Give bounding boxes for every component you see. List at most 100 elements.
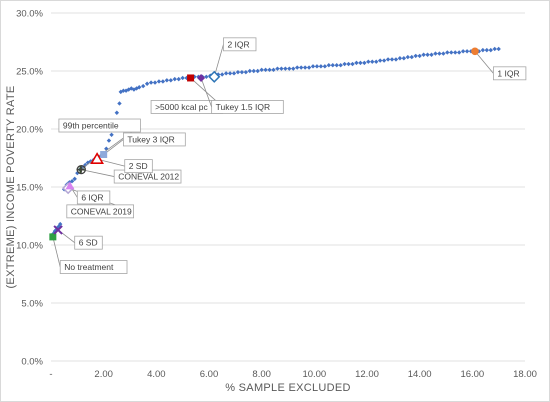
data-point bbox=[176, 76, 181, 82]
y-axis-title: (EXTREME) INCOME POVERTY RATE bbox=[5, 85, 17, 288]
data-point bbox=[346, 61, 351, 67]
y-axis-ticks: 0.0% 5.0% 10.0% 15.0% 20.0% 25.0% 30.0% bbox=[16, 9, 43, 368]
data-point bbox=[401, 56, 407, 61]
x-tick-label: 10.00 bbox=[302, 369, 326, 380]
callout-box bbox=[211, 100, 284, 114]
data-point bbox=[302, 65, 308, 70]
y-tick-label: 5.0% bbox=[21, 299, 43, 310]
marker-coneval-2012-cross bbox=[78, 166, 85, 173]
marker-no-treatment bbox=[49, 233, 57, 241]
data-point bbox=[326, 63, 332, 68]
data-point bbox=[235, 69, 241, 75]
data-point bbox=[377, 58, 383, 63]
x-tick-label: 4.00 bbox=[147, 369, 166, 380]
data-point bbox=[449, 50, 454, 55]
y-tick-label: 0.0% bbox=[21, 357, 43, 368]
data-point bbox=[114, 110, 120, 115]
data-point bbox=[267, 67, 272, 73]
data-point bbox=[144, 81, 150, 86]
data-point bbox=[56, 224, 62, 229]
data-point bbox=[453, 50, 458, 55]
data-point bbox=[121, 88, 126, 93]
data-point bbox=[433, 51, 438, 56]
data-point bbox=[488, 47, 493, 53]
callout-label: CONEVAL 2012 bbox=[118, 172, 179, 182]
x-tick-label: 8.00 bbox=[252, 369, 271, 380]
data-point bbox=[445, 50, 450, 55]
data-point bbox=[421, 52, 426, 57]
data-point bbox=[227, 71, 233, 76]
data-point bbox=[106, 138, 112, 143]
y-tick-label: 15.0% bbox=[16, 183, 43, 194]
data-point bbox=[259, 67, 264, 73]
data-point bbox=[374, 59, 379, 64]
data-point bbox=[496, 46, 501, 52]
data-point bbox=[298, 65, 304, 70]
y-tick-label: 20.0% bbox=[16, 125, 43, 136]
callout-leader bbox=[81, 169, 115, 177]
data-point bbox=[223, 71, 229, 76]
data-point bbox=[385, 57, 391, 62]
x-tick-label: 12.00 bbox=[355, 369, 379, 380]
data-point bbox=[287, 66, 292, 71]
data-point bbox=[456, 50, 462, 55]
data-point bbox=[429, 52, 434, 57]
data-point bbox=[405, 54, 411, 60]
callout-box bbox=[492, 66, 527, 81]
data-point bbox=[156, 79, 162, 84]
data-point bbox=[58, 221, 63, 227]
x-tick-label: 16.00 bbox=[460, 369, 484, 380]
callout-label: 2 IQR bbox=[227, 39, 249, 49]
callout-label: No treatment bbox=[64, 262, 114, 272]
data-point bbox=[409, 54, 414, 60]
data-point bbox=[338, 63, 343, 68]
callout-box bbox=[223, 37, 257, 52]
callout-box bbox=[124, 159, 153, 174]
data-point bbox=[318, 64, 324, 69]
callout-label: CONEVAL 2019 bbox=[71, 206, 132, 216]
data-point bbox=[334, 63, 339, 68]
data-point bbox=[389, 57, 395, 62]
data-point bbox=[417, 53, 422, 59]
callout-box bbox=[58, 118, 141, 133]
data-point bbox=[251, 68, 256, 74]
data-point bbox=[104, 146, 109, 151]
data-point bbox=[370, 59, 375, 64]
data-point bbox=[123, 88, 129, 93]
marker-tukey-1-5-iqr bbox=[197, 73, 206, 82]
data-point bbox=[247, 68, 253, 74]
data-point bbox=[152, 80, 158, 85]
annotations: No treatment 6 SD CONEVAL 2019 6 IQR 99th pe… bbox=[52, 37, 527, 274]
callout-box bbox=[74, 235, 103, 250]
marker-2-sd bbox=[90, 152, 104, 164]
data-point bbox=[322, 64, 328, 69]
data-point bbox=[255, 68, 260, 74]
marker-coneval-2012 bbox=[76, 164, 86, 175]
data-point bbox=[263, 67, 268, 73]
data-point bbox=[160, 79, 166, 84]
data-point bbox=[243, 69, 249, 75]
callout-leader bbox=[474, 51, 494, 74]
data-point bbox=[330, 63, 335, 68]
data-point bbox=[310, 64, 316, 69]
data-point bbox=[69, 179, 75, 184]
callout-label: 2 SD bbox=[129, 161, 148, 171]
data-point bbox=[362, 60, 367, 66]
x-axis-ticks: - 2.00 4.00 6.00 8.00 10.00 12.00 14.00 16.00 18.… bbox=[49, 369, 536, 380]
data-point bbox=[464, 49, 470, 54]
data-point bbox=[354, 60, 359, 66]
data-point bbox=[148, 80, 154, 85]
highlighted-markers bbox=[49, 47, 479, 241]
data-point bbox=[172, 76, 177, 82]
marker-coneval-2012-ring bbox=[76, 164, 86, 175]
y-tick-label: 10.0% bbox=[16, 241, 43, 252]
data-point bbox=[425, 52, 430, 57]
data-point bbox=[231, 71, 237, 76]
data-point bbox=[137, 85, 142, 90]
data-point bbox=[283, 66, 288, 71]
marker-tukey-3-iqr bbox=[100, 151, 108, 159]
callout-leader bbox=[52, 236, 61, 268]
data-point bbox=[72, 176, 77, 182]
data-point bbox=[460, 49, 466, 54]
